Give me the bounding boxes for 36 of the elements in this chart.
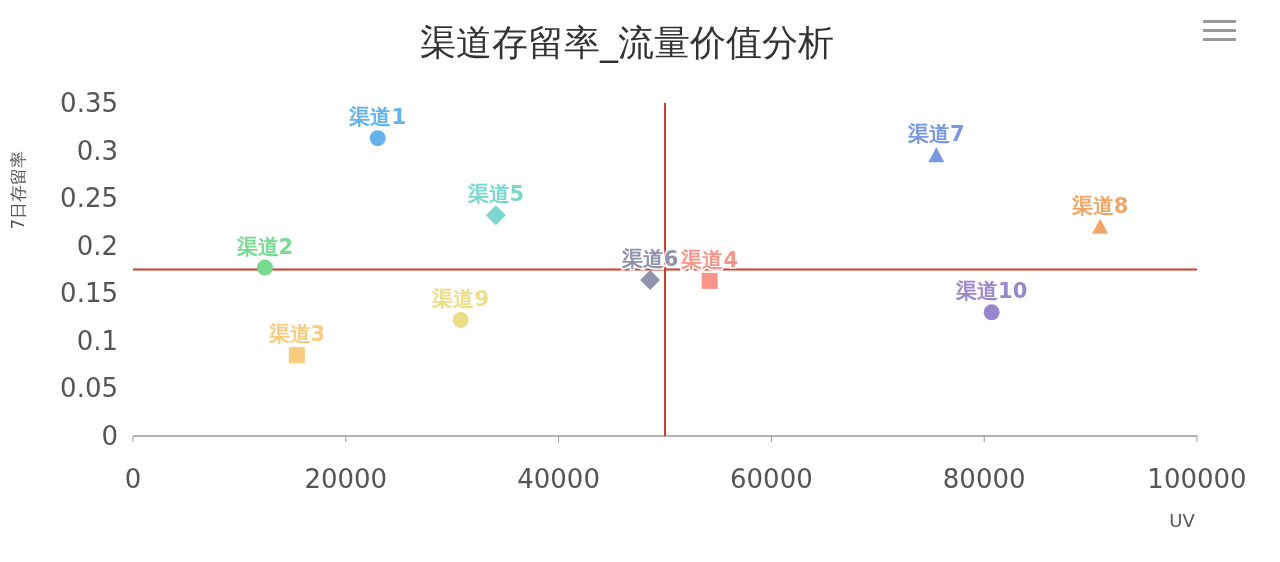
y-tick-label: 0.2 <box>76 230 118 261</box>
point <box>369 130 386 147</box>
series-label: 渠道9 <box>431 286 490 311</box>
point <box>288 347 305 364</box>
y-tick-label: 0.35 <box>60 88 118 118</box>
series-label: 渠道1 <box>348 105 407 130</box>
series-label: 渠道8 <box>1070 193 1129 218</box>
point <box>640 269 661 290</box>
x-tick-label: 40000 <box>517 464 600 494</box>
x-tick-label: 60000 <box>730 464 813 494</box>
y-tick-label: 0 <box>101 421 118 451</box>
y-tick-label: 0.1 <box>76 325 118 356</box>
point <box>983 304 1000 321</box>
y-tick-label: 0.05 <box>60 373 118 404</box>
point <box>485 205 506 226</box>
x-tick-label: 80000 <box>942 464 1026 494</box>
point <box>452 311 469 328</box>
point <box>701 272 718 289</box>
point <box>928 147 945 163</box>
series-label: 渠道3 <box>267 322 326 347</box>
x-axis-title: UV <box>1169 510 1196 531</box>
x-tick-label: 100000 <box>1147 464 1247 494</box>
point <box>256 259 273 276</box>
series-label: 渠道7 <box>907 122 965 147</box>
series-label: 渠道4 <box>680 247 738 272</box>
chart-title: 渠道存留率_流量价值分析 <box>420 22 834 63</box>
series-label: 渠道10 <box>955 279 1028 304</box>
y-tick-label: 0.25 <box>60 183 118 214</box>
y-tick-label: 0.15 <box>60 278 118 309</box>
x-tick-label: 20000 <box>304 464 388 494</box>
series-label: 渠道5 <box>466 182 525 207</box>
y-axis-title: 7日存留率 <box>8 150 28 230</box>
series-label: 渠道2 <box>235 234 294 259</box>
x-tick-label: 0 <box>124 464 142 494</box>
point <box>1092 218 1109 234</box>
y-tick-label: 0.3 <box>76 135 118 166</box>
